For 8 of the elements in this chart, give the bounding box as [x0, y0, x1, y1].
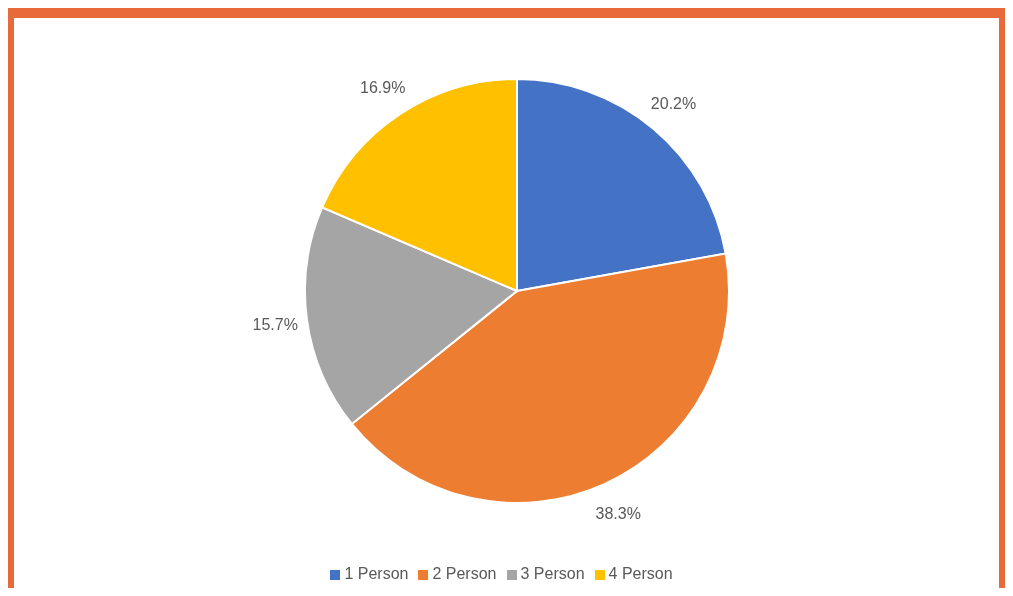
legend-label: 3 Person: [520, 565, 585, 582]
data-label: 16.9%: [360, 78, 406, 96]
legend-label: 2 Person: [432, 565, 497, 582]
data-label: 38.3%: [595, 504, 641, 522]
legend-label: 1 Person: [344, 565, 409, 582]
data-label: 20.2%: [650, 95, 697, 113]
data-label: 15.7%: [252, 315, 298, 333]
legend-label: 4 Person: [608, 565, 673, 582]
